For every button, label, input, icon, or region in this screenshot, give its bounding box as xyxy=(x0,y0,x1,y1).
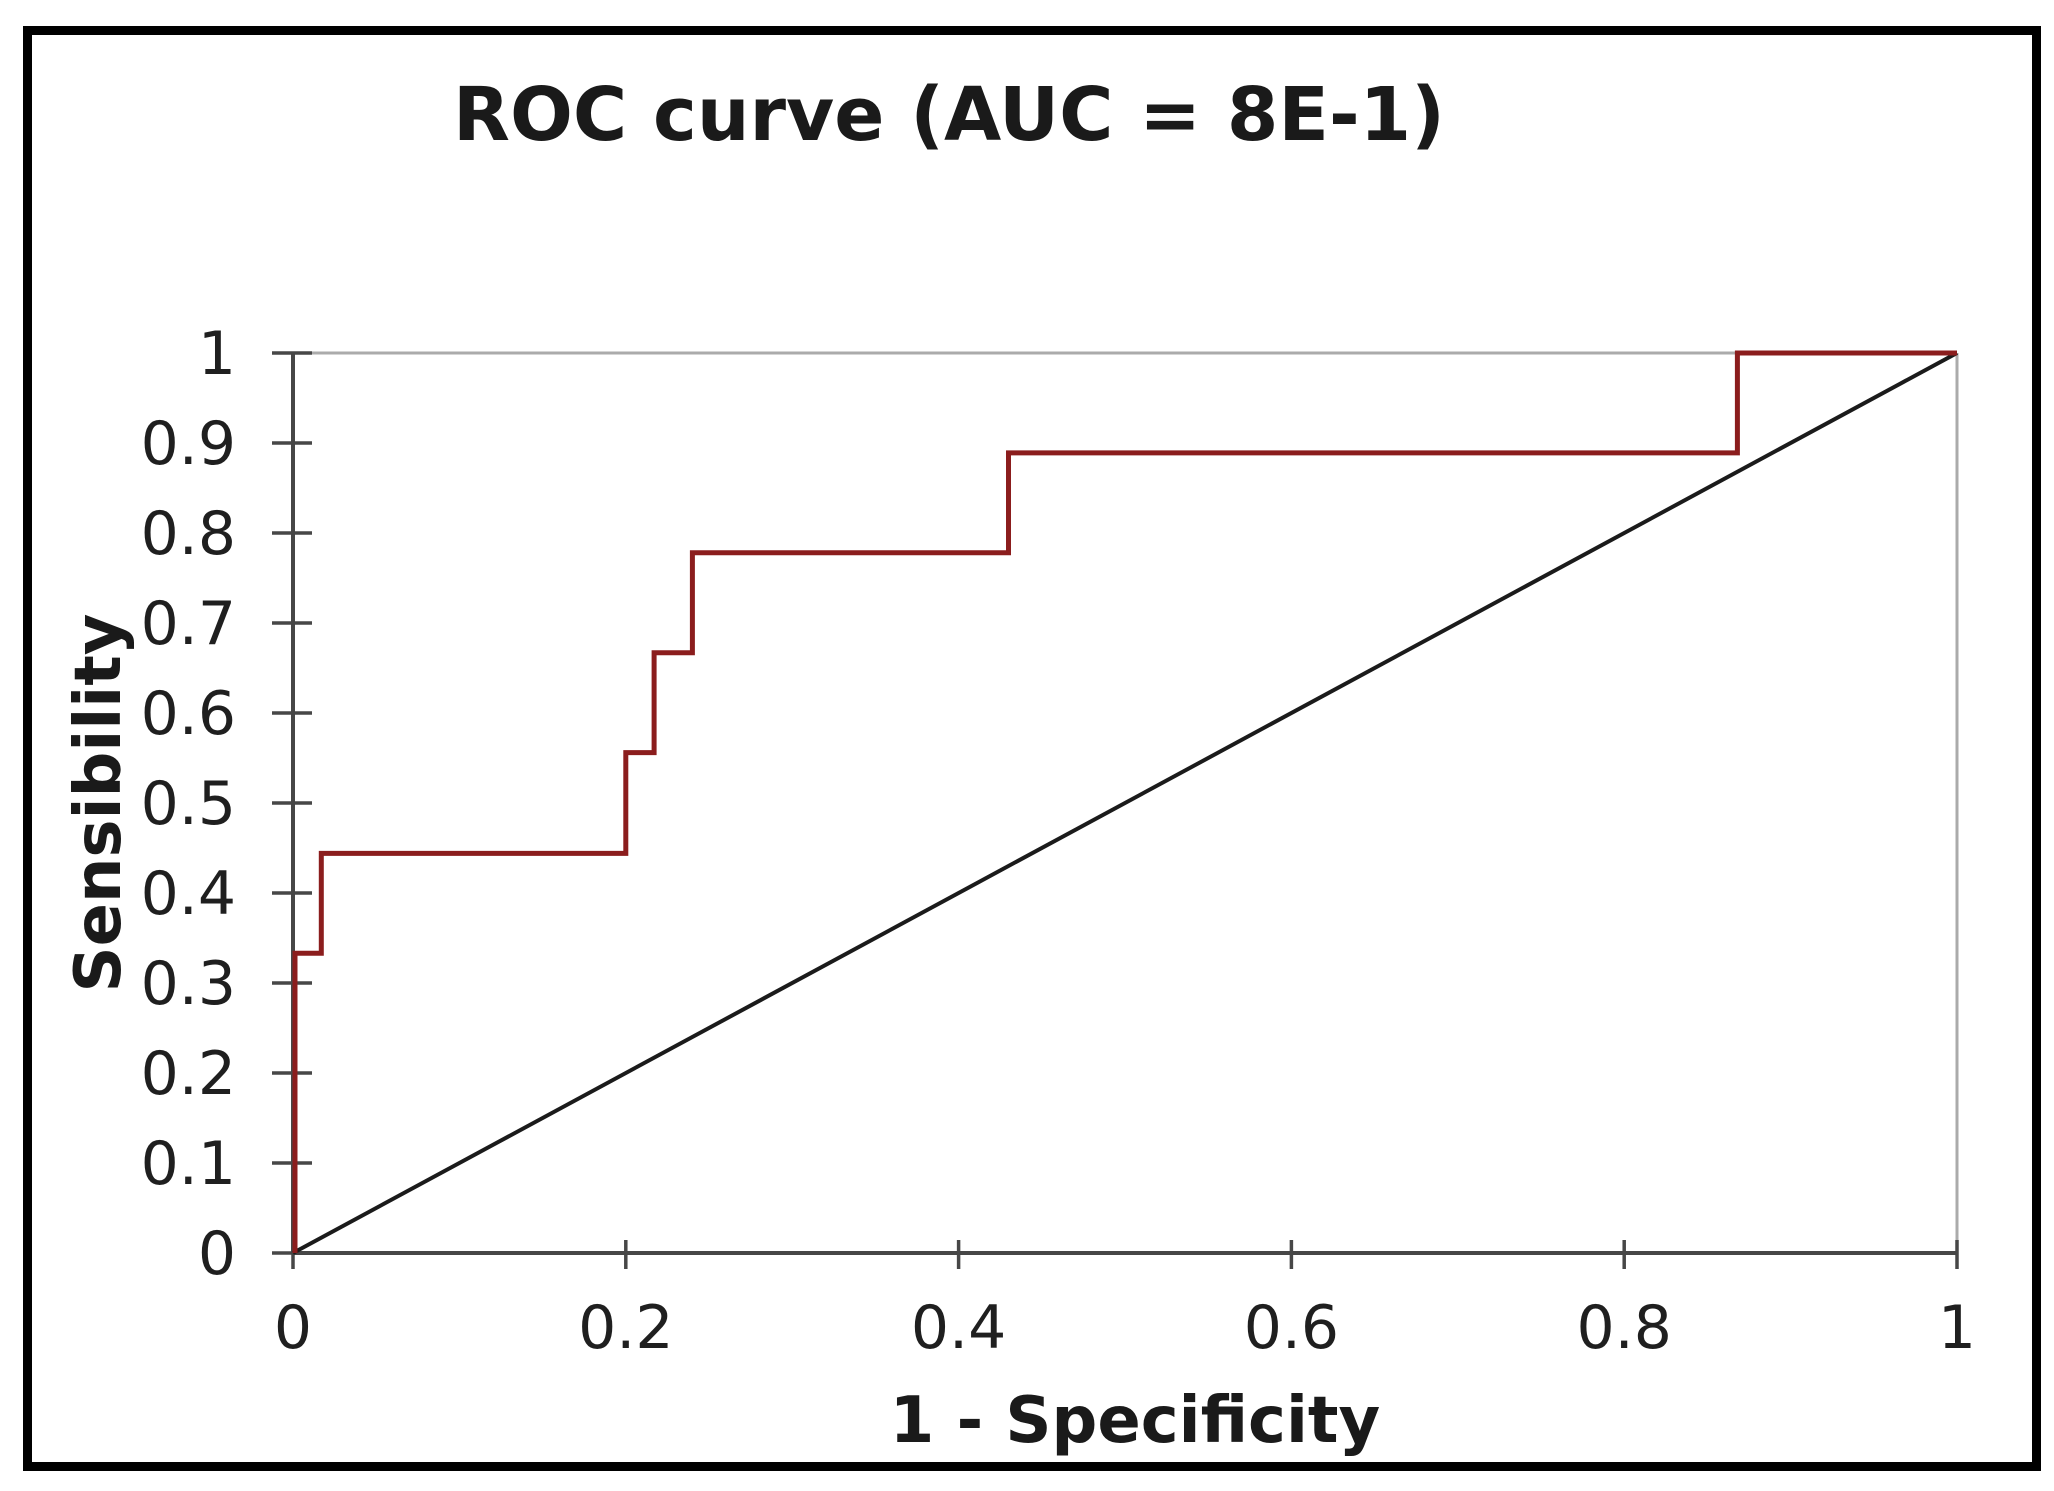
roc-curve-line xyxy=(292,350,1957,1253)
y-tick-label: 0.2 xyxy=(141,1039,236,1109)
y-tick-label: 0.6 xyxy=(141,679,236,749)
x-tick-label: 0.8 xyxy=(1576,1293,1671,1363)
plot-border xyxy=(293,351,1959,1253)
y-tick-label: 0.7 xyxy=(141,589,236,659)
y-tick-label: 0.3 xyxy=(141,949,236,1019)
y-axis-title: Sensibility xyxy=(62,613,136,992)
y-tick-label: 0.9 xyxy=(141,409,236,479)
tick-marks xyxy=(272,351,1959,1269)
chart-title: ROC curve (AUC = 8E-1) xyxy=(453,72,1445,158)
y-tick-label: 0.8 xyxy=(141,499,236,569)
tick-labels: 0 0.1 0.2 0.3 0.4 0.5 0.6 0.7 0.8 0.9 1 0 0.2 0.4 0.6 0… xyxy=(141,319,1977,1363)
y-tick-label: 0 xyxy=(198,1219,236,1289)
y-tick-label: 0.4 xyxy=(141,859,236,929)
diagonal-reference-line xyxy=(292,351,1958,1255)
x-tick-label: 0.6 xyxy=(1244,1293,1339,1363)
y-tick-label: 1 xyxy=(198,319,236,389)
x-tick-label: 0 xyxy=(274,1293,312,1363)
data-series xyxy=(292,350,1958,1255)
x-tick-label: 0.4 xyxy=(911,1293,1006,1363)
x-axis-title: 1 - Specificity xyxy=(890,1384,1380,1458)
x-tick-label: 1 xyxy=(1938,1293,1976,1363)
figure-border xyxy=(23,26,2041,1471)
y-tick-label: 0.1 xyxy=(141,1129,236,1199)
x-tick-label: 0.2 xyxy=(578,1293,673,1363)
y-tick-label: 0.5 xyxy=(141,769,236,839)
